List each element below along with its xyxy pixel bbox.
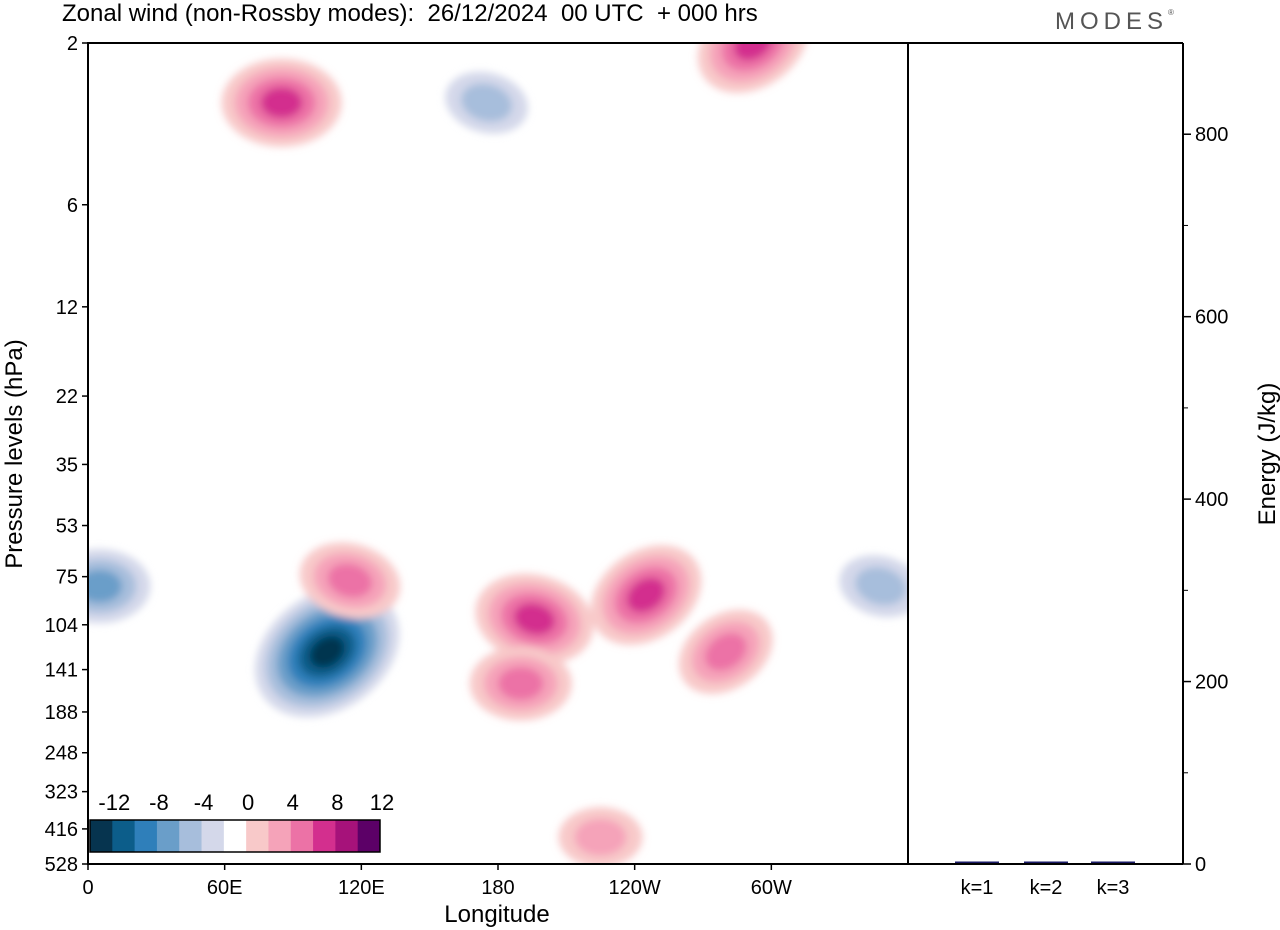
colorbar-label: -12	[98, 790, 130, 815]
colorbar-swatch	[201, 820, 225, 852]
y-tick-label: 416	[45, 819, 78, 841]
colorbar-swatch	[246, 820, 269, 852]
colorbar-swatch	[313, 820, 336, 852]
energy-tick-label: 600	[1195, 307, 1228, 329]
energy-tick-label: 200	[1195, 672, 1228, 694]
x-axis-label: Longitude	[444, 901, 549, 928]
positive-anomaly-contour	[626, 577, 666, 613]
positive-anomaly-contour	[260, 87, 303, 119]
negative-anomaly-contour	[88, 569, 123, 603]
colorbar-swatch	[357, 820, 381, 852]
colorbar-swatch	[335, 820, 359, 852]
positive-anomaly-contour	[327, 563, 373, 598]
y-tick-label: 528	[45, 854, 78, 876]
positive-anomaly-contour	[498, 667, 544, 700]
energy-tick-label: 400	[1195, 489, 1228, 511]
colorbar-legend: -12 -8 -4 0 4 8 12	[89, 790, 394, 853]
modes-logo: MODES®	[1055, 8, 1174, 36]
energy-tick-label: 800	[1195, 124, 1228, 146]
colorbar-label: 4	[287, 790, 299, 815]
energy-bar	[1024, 861, 1068, 863]
colorbar-swatch	[90, 820, 113, 852]
x-tick-label: 180	[481, 877, 514, 899]
x-tick-label: 120E	[338, 877, 385, 899]
main-plot-frame	[87, 42, 909, 865]
colorbar-label: 0	[242, 790, 254, 815]
y-tick-label: 104	[45, 615, 78, 637]
colorbar-swatch	[112, 820, 136, 852]
y-axis-label: Pressure levels (hPa)	[1, 339, 28, 568]
y-tick-label: 12	[56, 297, 78, 319]
negative-anomaly-contour	[309, 636, 345, 668]
x-tick-label: 60W	[751, 877, 792, 899]
x-tick-label: 120W	[609, 877, 661, 899]
colorbar-swatch	[156, 820, 180, 852]
colorbar-swatch	[179, 820, 203, 852]
y-tick-label: 53	[56, 516, 78, 538]
positive-anomaly-contour	[513, 603, 555, 635]
colorbar-swatch	[290, 820, 314, 852]
energy-axis: 0 200 400 600 800	[1183, 124, 1228, 876]
energy-category-label: k=3	[1097, 877, 1130, 899]
chart-title: Zonal wind (non-Rossby modes): 26/12/202…	[62, 0, 758, 27]
y-tick-label: 75	[56, 567, 78, 589]
positive-anomaly-contour	[574, 818, 627, 856]
y-tick-label: 323	[45, 782, 78, 804]
y-tick-label: 248	[45, 743, 78, 765]
positive-anomaly-contour	[721, 43, 785, 72]
energy-bar	[955, 861, 999, 863]
y-tick-label: 188	[45, 702, 78, 724]
colorbar-swatch	[223, 820, 247, 852]
y-axis: 2 6 12 22 35 53 75 104 141 188 248 323 416 528	[45, 33, 88, 876]
x-tick-label: 60E	[207, 877, 243, 899]
colorbar-label: 8	[331, 790, 343, 815]
logo-mark: ®	[1168, 8, 1174, 17]
y-tick-label: 141	[45, 660, 78, 682]
x-axis: 0 60E 120E 180 120W 60W	[82, 864, 792, 899]
y-tick-label: 22	[56, 386, 78, 408]
energy-bars: k=1 k=2 k=3	[955, 861, 1135, 899]
energy-bar	[1091, 861, 1135, 863]
colorbar-frame	[89, 819, 381, 853]
energy-category-label: k=1	[961, 877, 994, 899]
x-tick-label: 0	[82, 877, 93, 899]
y-tick-label: 2	[67, 33, 78, 55]
negative-anomaly-contour	[461, 83, 513, 122]
positive-anomaly-contour	[704, 633, 747, 671]
colorbar-swatch	[268, 820, 292, 852]
y-tick-label: 6	[67, 195, 78, 217]
energy-tick-label: 0	[1195, 854, 1206, 876]
colorbar-label: -8	[149, 790, 169, 815]
logo-text: MODES	[1055, 8, 1169, 35]
contour-fill-group	[88, 43, 908, 864]
colorbar-swatch	[134, 820, 158, 852]
y-tick-label: 35	[56, 454, 78, 476]
colorbar-label: 12	[370, 790, 394, 815]
energy-category-label: k=2	[1030, 877, 1063, 899]
contour-field	[88, 43, 908, 864]
energy-axis-label: Energy (J/kg)	[1254, 383, 1280, 526]
colorbar-label: -4	[194, 790, 214, 815]
negative-anomaly-contour	[855, 567, 907, 606]
